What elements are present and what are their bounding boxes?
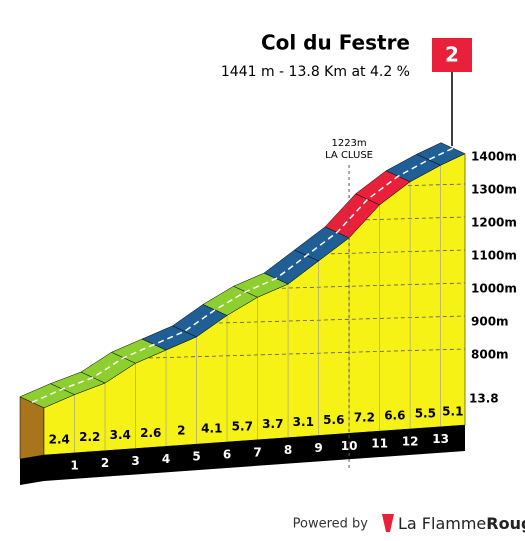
gradient-label: 6.6 [384,409,405,423]
base-side [20,455,44,485]
x-tick-label: 5 [192,450,200,464]
gradient-label: 3.4 [110,428,131,442]
gradient-label: 5.7 [232,419,253,433]
brand-accent: Rouge [486,514,525,533]
x-tick-label: 1 [70,458,78,472]
gradient-label: 2 [177,424,185,438]
gradient-label: 3.1 [293,415,314,429]
gradient-label: 3.7 [262,417,283,431]
gradient-label: 4.1 [201,422,222,436]
category-label: 2 [445,43,459,67]
x-end-label: 13.8 [469,392,499,406]
gradient-label: 5.6 [323,413,344,427]
category-badge [432,38,472,72]
grid-line [44,153,465,164]
annotation-elevation: 1223m [331,138,366,149]
brand-name: La Flamme [398,514,486,533]
y-tick-label: 1000m [471,282,517,296]
gradient-label: 2.4 [49,432,70,446]
x-tick-label: 4 [162,452,170,466]
chart-subtitle: 1441 m - 13.8 Km at 4.2 % [221,64,410,80]
annotation-place: LA CLUSE [325,150,373,161]
footer-brand: La FlammeRouge [398,514,525,533]
y-tick-label: 900m [471,315,509,329]
footer-prefix: Powered by [293,517,369,532]
x-tick-label: 9 [314,441,322,455]
brand-logo [382,514,394,532]
x-tick-label: 12 [402,434,419,448]
x-tick-label: 10 [341,439,358,453]
x-tick-label: 6 [223,447,231,461]
x-tick-label: 8 [284,443,292,457]
gradient-label: 2.6 [140,426,161,440]
y-tick-label: 1300m [471,183,517,197]
y-tick-label: 800m [471,348,509,362]
x-tick-label: 7 [253,445,261,459]
chart-title: Col du Festre [261,31,410,55]
y-tick-label: 1100m [471,249,517,263]
gradient-label: 5.5 [415,406,436,420]
x-tick-label: 13 [432,432,449,446]
x-tick-label: 3 [131,454,139,468]
gradient-label: 7.2 [354,411,375,425]
gradient-label: 2.2 [79,430,100,444]
base-band [44,425,465,481]
y-tick-label: 1200m [471,216,517,230]
x-tick-label: 11 [371,437,388,451]
gradient-label: 5.1 [442,404,463,418]
road-centerline [31,147,454,403]
y-tick-label: 1400m [471,150,517,164]
x-tick-label: 2 [101,456,109,470]
